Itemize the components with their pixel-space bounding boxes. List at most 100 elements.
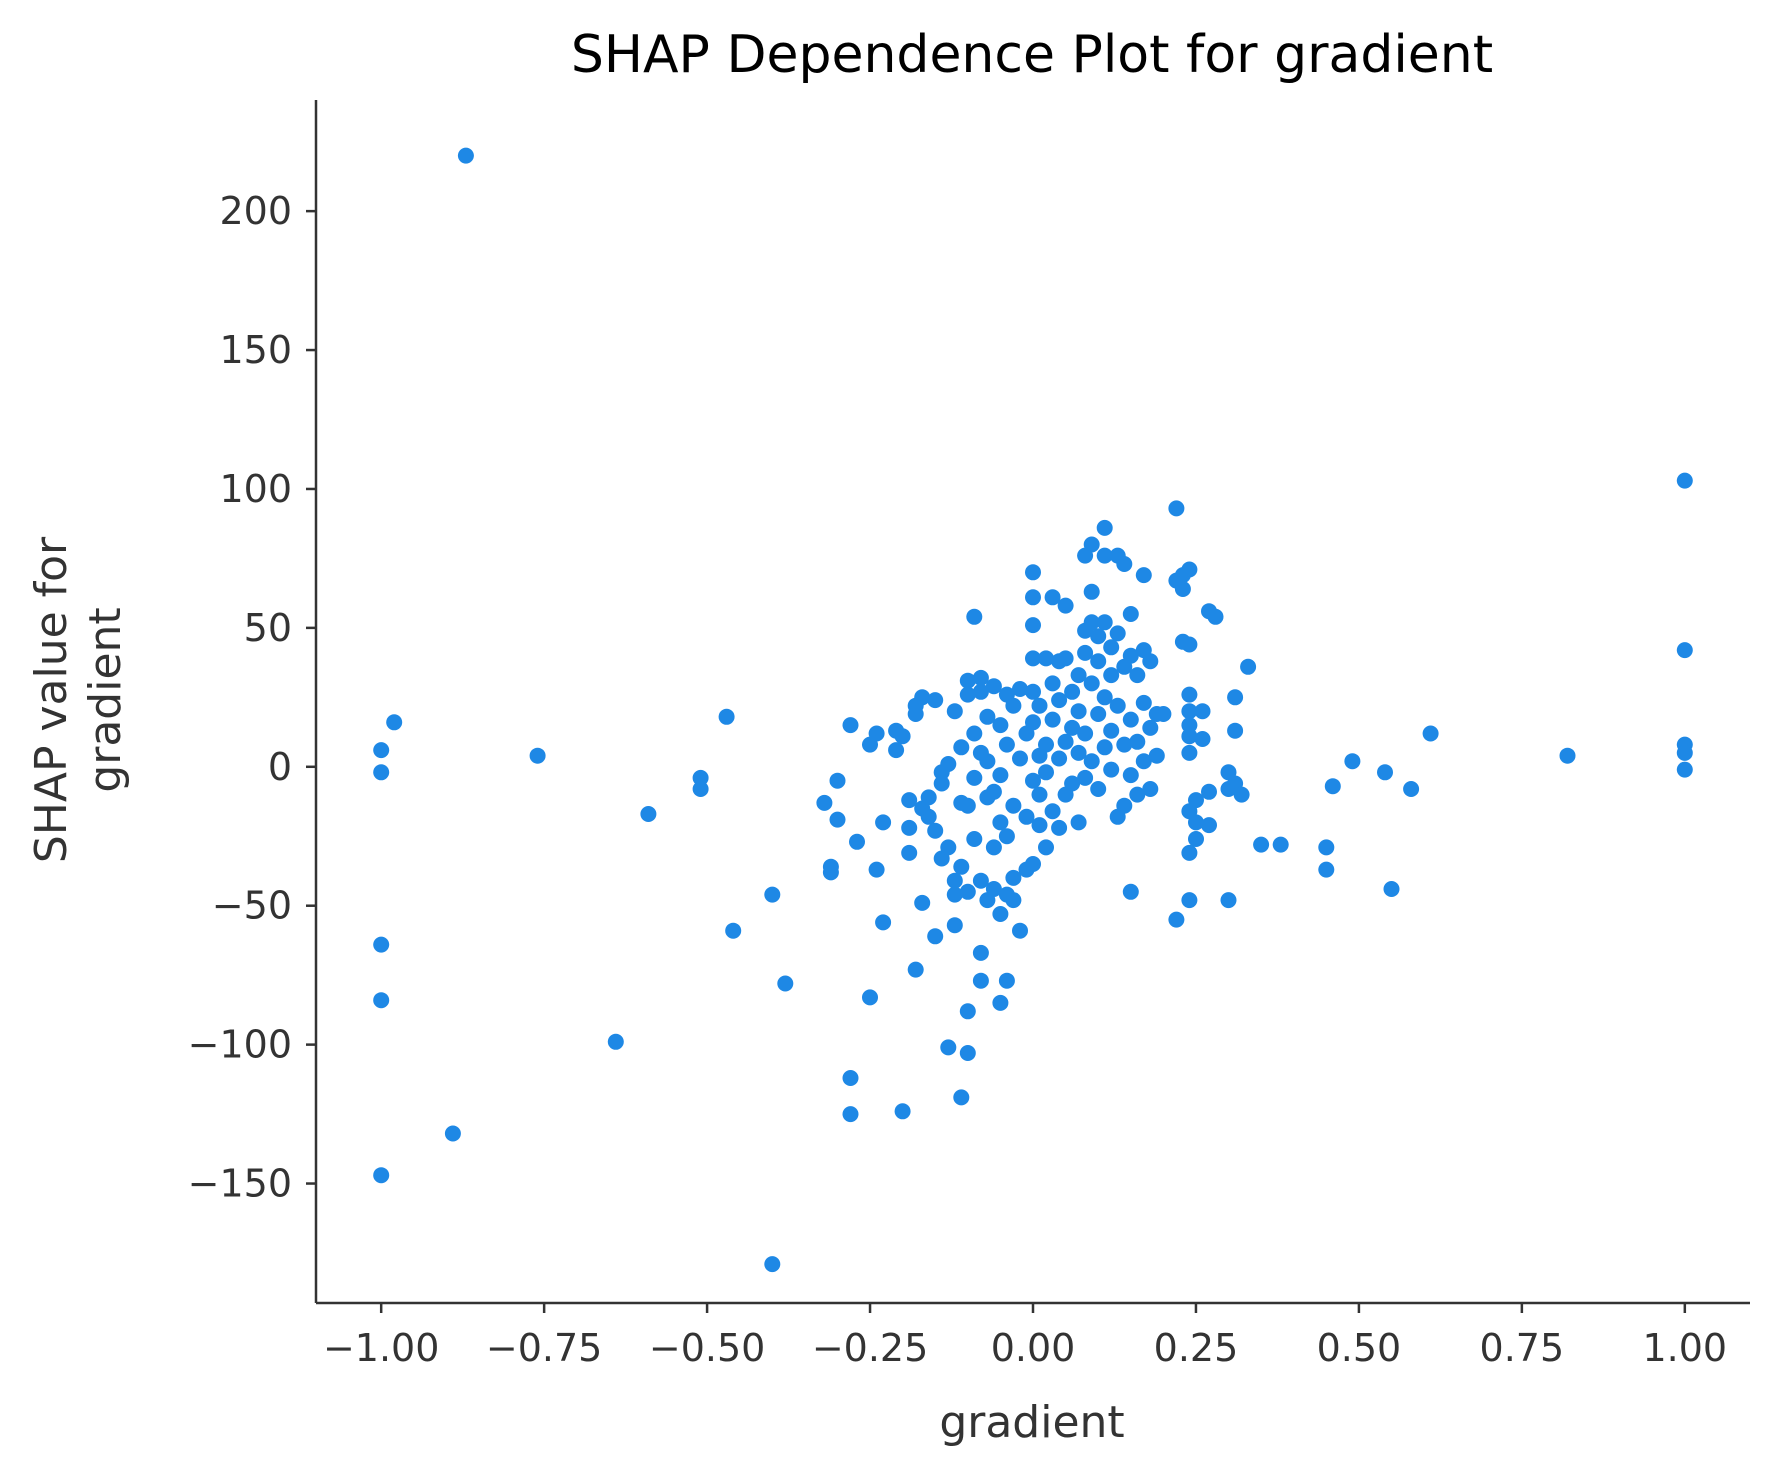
data-point [725,922,742,939]
y-tick-label: −50 [212,884,292,928]
data-point [718,708,735,725]
data-point [1188,814,1204,831]
data-point [992,906,1009,922]
data-point [777,975,794,992]
data-point [842,1106,859,1123]
data-point [1109,625,1126,642]
data-point [1181,561,1198,578]
data-point [1168,500,1185,517]
data-point [940,756,957,772]
data-point [1044,589,1061,606]
data-point [1064,683,1081,700]
data-point [862,989,878,1006]
data-point [972,683,989,700]
data-point [907,706,924,722]
data-point [1025,650,1041,667]
data-point [907,961,924,978]
data-point [1090,706,1107,722]
data-point [1403,781,1420,797]
data-point [1174,581,1191,597]
data-point [953,1089,970,1106]
data-point [1181,703,1198,720]
data-point [940,1039,957,1056]
data-point [1181,844,1198,861]
data-point [1142,653,1159,670]
data-point [1083,675,1100,692]
data-point [607,1033,624,1050]
data-point [1070,744,1087,761]
data-point [1116,736,1133,753]
data-point [966,608,983,625]
data-point [1031,697,1048,714]
data-point [1227,689,1244,706]
data-point [927,692,944,709]
data-point [849,833,865,850]
data-point [1038,736,1054,753]
data-point [1096,614,1113,631]
data-point [1129,733,1146,750]
data-point [764,886,781,903]
data-point [1077,644,1094,661]
data-point [1135,694,1152,711]
data-point [1422,725,1439,742]
data-point [972,669,989,686]
x-tick-label: 0.00 [991,1326,1076,1370]
data-point [894,1103,911,1120]
y-tick-label: 0 [268,745,292,789]
data-point [946,886,963,903]
data-point [985,839,1002,856]
data-point [1103,722,1120,739]
data-point [953,858,970,875]
data-point [1377,764,1393,781]
data-point [998,972,1015,989]
data-point [842,717,859,734]
data-point [992,717,1009,734]
data-point [816,794,833,811]
data-point [927,928,944,945]
data-point [1070,703,1087,720]
data-point [822,864,839,881]
data-point [1064,775,1081,792]
data-point [1012,922,1028,939]
data-point [1142,719,1159,736]
data-point [1044,803,1061,820]
data-point [1012,681,1028,697]
x-tick-label: −1.00 [323,1326,439,1370]
data-point [1083,583,1100,600]
data-point [1070,814,1087,831]
data-point [1051,750,1068,767]
data-point [1181,636,1198,653]
data-point [1676,744,1693,761]
data-point [373,742,390,759]
data-point [946,703,963,720]
data-point [875,914,892,931]
data-point [985,678,1002,695]
data-point [1025,714,1041,731]
y-tick-label: 100 [219,467,292,511]
data-point [966,831,983,847]
data-point [1103,639,1120,656]
data-point [966,769,983,786]
data-point [1344,753,1361,770]
data-point [998,736,1015,753]
data-point [1051,819,1068,836]
data-point [1201,817,1217,834]
data-point [979,753,996,770]
data-point [1318,861,1335,878]
data-point [914,689,931,706]
chart-title: SHAP Dependence Plot for gradient [571,25,1493,85]
data-point [868,725,885,742]
data-point [1025,772,1041,789]
y-tick-label: −150 [188,1162,292,1206]
data-point [1129,667,1146,684]
data-point [959,1003,976,1020]
data-point [1676,761,1693,778]
data-point [373,936,390,953]
data-point [1096,739,1113,756]
data-point [692,769,709,786]
data-point [979,708,996,725]
data-point [1083,536,1100,553]
data-point [1057,733,1074,750]
data-point [1096,519,1113,536]
